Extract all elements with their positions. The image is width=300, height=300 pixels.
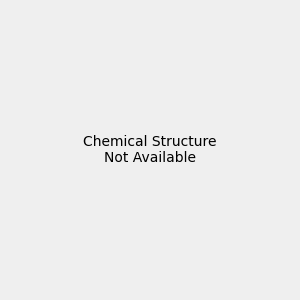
Text: Chemical Structure
Not Available: Chemical Structure Not Available [83,135,217,165]
